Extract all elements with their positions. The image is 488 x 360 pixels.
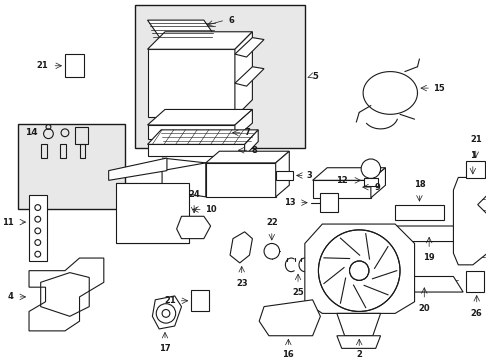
Polygon shape (152, 296, 181, 329)
Polygon shape (176, 216, 210, 239)
Polygon shape (147, 49, 234, 117)
Text: 24: 24 (188, 190, 200, 199)
Text: 4: 4 (8, 292, 14, 301)
Polygon shape (336, 336, 380, 348)
Polygon shape (370, 168, 385, 198)
Text: 5: 5 (312, 72, 318, 81)
Polygon shape (275, 151, 289, 197)
Text: 6: 6 (227, 15, 234, 24)
Circle shape (35, 204, 41, 211)
Polygon shape (147, 32, 252, 49)
Polygon shape (259, 300, 320, 336)
Polygon shape (147, 109, 252, 125)
Text: 13: 13 (284, 198, 296, 207)
Circle shape (35, 251, 41, 257)
Circle shape (35, 216, 41, 222)
Circle shape (156, 304, 175, 323)
Polygon shape (389, 276, 462, 292)
Text: 16: 16 (282, 350, 294, 359)
Text: 2: 2 (356, 350, 362, 359)
Text: 18: 18 (413, 180, 425, 189)
Bar (80, 144, 85, 158)
Circle shape (35, 228, 41, 234)
Text: 3: 3 (306, 171, 312, 180)
Bar (394, 204, 443, 220)
Bar (191, 290, 208, 311)
Text: 21: 21 (163, 296, 175, 305)
Polygon shape (234, 109, 252, 139)
Polygon shape (147, 144, 244, 156)
Bar (19, 124, 125, 210)
Polygon shape (205, 151, 289, 163)
Polygon shape (336, 314, 380, 336)
Text: 23: 23 (235, 279, 247, 288)
Text: 25: 25 (291, 288, 303, 297)
Text: 17: 17 (159, 345, 170, 354)
Polygon shape (205, 163, 275, 197)
Circle shape (264, 243, 279, 259)
Polygon shape (29, 258, 103, 331)
Text: 1: 1 (469, 151, 475, 160)
Text: 26: 26 (470, 309, 482, 318)
Polygon shape (234, 67, 264, 86)
Polygon shape (304, 224, 414, 314)
Text: 20: 20 (418, 304, 429, 313)
Polygon shape (234, 32, 252, 117)
Polygon shape (229, 232, 252, 263)
Text: 22: 22 (265, 218, 277, 227)
Circle shape (349, 261, 368, 280)
Polygon shape (312, 168, 385, 180)
Polygon shape (312, 180, 370, 198)
Text: 21: 21 (469, 135, 481, 144)
Polygon shape (275, 171, 293, 180)
Bar (41, 144, 46, 158)
Polygon shape (162, 163, 205, 197)
Polygon shape (452, 177, 487, 265)
Polygon shape (244, 130, 258, 156)
Circle shape (35, 240, 41, 246)
Bar (320, 193, 337, 212)
Polygon shape (147, 130, 258, 144)
Text: 9: 9 (374, 183, 380, 192)
Bar (75, 127, 88, 144)
Text: 21: 21 (37, 61, 48, 70)
Polygon shape (234, 37, 264, 57)
Circle shape (318, 230, 399, 311)
Text: 14: 14 (25, 128, 38, 137)
Circle shape (361, 159, 380, 179)
Text: 11: 11 (2, 217, 14, 226)
Bar (364, 179, 377, 186)
Bar (135, 5, 304, 148)
Polygon shape (147, 125, 234, 139)
Bar (465, 161, 485, 179)
Text: 10: 10 (204, 205, 216, 214)
Polygon shape (394, 226, 462, 242)
Polygon shape (147, 20, 217, 40)
Text: 7: 7 (244, 128, 250, 137)
Text: 15: 15 (432, 84, 444, 93)
Text: 19: 19 (423, 253, 434, 262)
Polygon shape (108, 158, 166, 180)
Bar (60, 144, 66, 158)
Bar (465, 271, 483, 292)
Bar (65, 54, 84, 77)
Text: 8: 8 (251, 146, 257, 155)
Bar (116, 183, 189, 243)
Bar (29, 195, 46, 261)
Text: 12: 12 (335, 176, 347, 185)
